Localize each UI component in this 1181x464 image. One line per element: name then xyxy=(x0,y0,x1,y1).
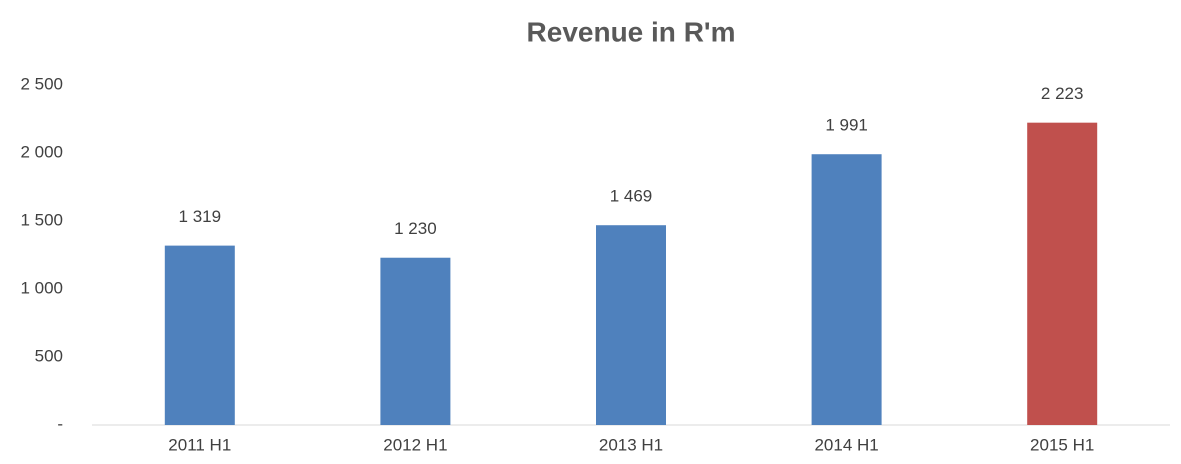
y-tick-label: 1 000 xyxy=(20,278,63,297)
x-tick-label: 2011 H1 xyxy=(168,435,231,454)
bar xyxy=(1027,122,1098,425)
bar xyxy=(164,245,235,425)
bar xyxy=(596,225,666,425)
data-label: 2 223 xyxy=(1041,84,1084,103)
x-tick-label: 2015 H1 xyxy=(1030,435,1094,454)
y-tick-label: 1 500 xyxy=(20,210,63,229)
x-tick-label: 2013 H1 xyxy=(599,435,663,454)
bar xyxy=(380,257,451,425)
y-tick-label: 500 xyxy=(35,346,63,365)
data-label: 1 230 xyxy=(394,219,437,238)
x-tick-label: 2012 H1 xyxy=(383,435,447,454)
bar xyxy=(811,154,882,425)
y-tick-label: - xyxy=(57,414,63,433)
x-tick-label: 2014 H1 xyxy=(814,435,878,454)
data-label: 1 319 xyxy=(179,207,222,226)
data-label: 1 991 xyxy=(825,116,868,135)
y-tick-label: 2 500 xyxy=(20,74,63,93)
y-tick-label: 2 000 xyxy=(20,142,63,161)
data-label: 1 469 xyxy=(610,187,653,206)
chart-title: Revenue in R'm xyxy=(527,16,736,47)
